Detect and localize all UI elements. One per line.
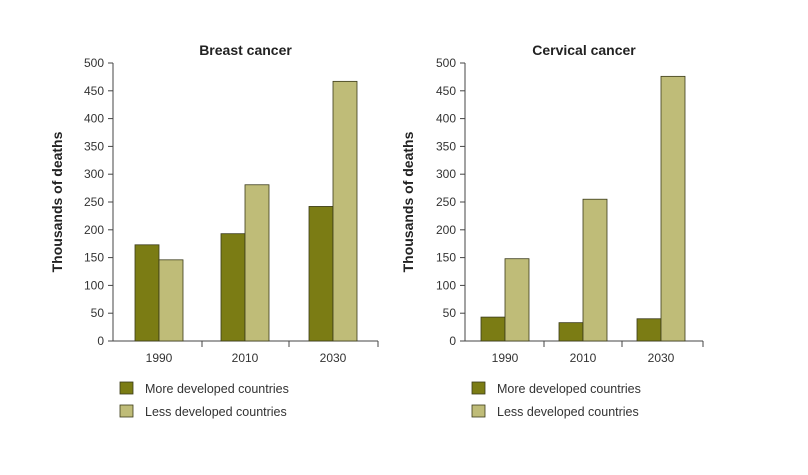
bar-more-developed-2030 bbox=[308, 206, 334, 342]
y-tick-label: 200 bbox=[84, 223, 104, 237]
y-tick-label: 100 bbox=[436, 278, 456, 292]
chart-title: Cervical cancer bbox=[532, 42, 636, 58]
bar-less-developed-2030 bbox=[660, 75, 686, 342]
legend-swatch bbox=[119, 404, 134, 418]
x-tick-label: 2030 bbox=[320, 351, 347, 365]
x-tick-label: 1990 bbox=[146, 351, 173, 365]
y-tick-label: 450 bbox=[84, 84, 104, 98]
bar-more-developed-1990 bbox=[480, 316, 506, 342]
legend-label: More developed countries bbox=[497, 382, 641, 396]
y-axis-label: Thousands of deaths bbox=[49, 131, 65, 272]
bar-less-developed-1990 bbox=[504, 258, 530, 342]
bar-less-developed-2010 bbox=[582, 198, 608, 342]
y-tick-label: 150 bbox=[436, 251, 456, 265]
y-tick-label: 250 bbox=[436, 195, 456, 209]
y-tick-label: 400 bbox=[436, 112, 456, 126]
x-tick-label: 2010 bbox=[570, 351, 597, 365]
y-tick-label: 350 bbox=[84, 139, 104, 153]
breast-cancer-chart: Breast cancer Thousands of deaths 0 50 100 15… bbox=[49, 42, 379, 419]
y-tick-label: 100 bbox=[84, 278, 104, 292]
y-tick-label: 500 bbox=[436, 56, 456, 70]
legend-label: Less developed countries bbox=[145, 405, 287, 419]
y-tick-label: 50 bbox=[443, 306, 457, 320]
legend-swatch bbox=[119, 381, 134, 395]
y-tick-label: 300 bbox=[84, 167, 104, 181]
x-tick-label: 1990 bbox=[492, 351, 519, 365]
y-tick-label: 350 bbox=[436, 139, 456, 153]
bar-more-developed-1990 bbox=[134, 244, 160, 342]
y-tick-label: 450 bbox=[436, 84, 456, 98]
x-tick-label: 2030 bbox=[648, 351, 675, 365]
bar-more-developed-2010 bbox=[558, 322, 584, 342]
y-tick-label: 200 bbox=[436, 223, 456, 237]
cervical-cancer-chart: Cervical cancer Thousands of deaths 0 50 100… bbox=[400, 42, 704, 419]
y-axis-label: Thousands of deaths bbox=[400, 131, 416, 272]
y-tick-label: 250 bbox=[84, 195, 104, 209]
y-tick-label: 500 bbox=[84, 56, 104, 70]
y-tick-label: 0 bbox=[449, 334, 456, 348]
bar-less-developed-2010 bbox=[244, 184, 270, 342]
bar-less-developed-2030 bbox=[332, 80, 358, 342]
legend-label: More developed countries bbox=[145, 382, 289, 396]
y-tick-label: 400 bbox=[84, 112, 104, 126]
y-tick-label: 150 bbox=[84, 251, 104, 265]
bar-less-developed-1990 bbox=[158, 259, 184, 342]
y-tick-label: 300 bbox=[436, 167, 456, 181]
bar-more-developed-2010 bbox=[220, 233, 246, 342]
legend-label: Less developed countries bbox=[497, 405, 639, 419]
legend-swatch bbox=[471, 404, 486, 418]
legend-swatch bbox=[471, 381, 486, 395]
y-tick-label: 50 bbox=[91, 306, 105, 320]
y-tick-label: 0 bbox=[97, 334, 104, 348]
x-tick-label: 2010 bbox=[232, 351, 259, 365]
chart-title: Breast cancer bbox=[199, 42, 292, 58]
bar-more-developed-2030 bbox=[636, 318, 662, 342]
